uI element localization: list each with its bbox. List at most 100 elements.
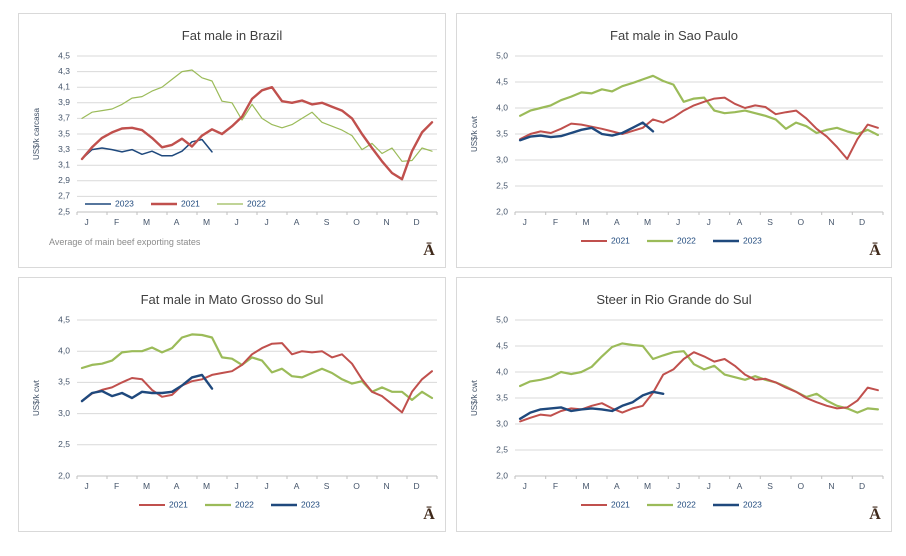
y-tick-label: 5,0 — [496, 50, 508, 60]
month-label: S — [767, 217, 773, 227]
month-label: A — [174, 481, 180, 491]
y-tick-label: 2,0 — [496, 470, 508, 480]
series-line-2021 — [519, 96, 879, 160]
month-label: O — [353, 481, 360, 491]
month-label: J — [523, 217, 527, 227]
line-chart-4: 5,0 4,5 4,0 3,5 3,0 2,5 2,0 J F M A M J J A S O N D US$/k c… — [470, 292, 884, 523]
y-tick-label: 2,5 — [58, 206, 70, 216]
y-tick-label: 4,0 — [58, 345, 70, 355]
y-tick-label: 4,0 — [496, 366, 508, 376]
series-line-2023 — [81, 138, 213, 160]
month-label: N — [384, 217, 390, 227]
y-tick-label: 4,5 — [58, 314, 70, 324]
y-tick-label: 4,5 — [496, 340, 508, 350]
y-tick-label: 3,5 — [58, 377, 70, 387]
month-label: M — [203, 481, 210, 491]
legend-label-2021: 2021 — [611, 235, 630, 245]
y-tick-label: 2,0 — [496, 206, 508, 216]
logo-glyph: Ā — [423, 241, 435, 259]
legend-label-2023: 2023 — [743, 499, 762, 509]
month-label: M — [583, 217, 590, 227]
month-label: O — [353, 217, 360, 227]
legend-label-2023: 2023 — [743, 235, 762, 245]
month-label: N — [828, 481, 834, 491]
month-label: A — [614, 217, 620, 227]
y-tick-label: 3,5 — [496, 392, 508, 402]
logo-glyph: Ā — [869, 241, 881, 259]
y-tick-label: 2,5 — [496, 180, 508, 190]
y-axis-title: US$/k cwt — [470, 115, 479, 152]
month-label: A — [294, 481, 300, 491]
chart-title: Fat male in Brazil — [182, 28, 283, 43]
legend-label-2021: 2021 — [169, 499, 188, 509]
month-label: F — [114, 217, 119, 227]
legend-label-2021: 2021 — [181, 198, 200, 208]
month-label: J — [84, 481, 88, 491]
month-label: J — [234, 217, 238, 227]
month-label: D — [414, 217, 420, 227]
chart-footnote: Average of main beef exporting states — [49, 237, 201, 247]
month-label: F — [553, 217, 558, 227]
line-chart-1: 4,5 4,3 4,1 3,9 3,7 3,5 3,3 3,1 2,9 2,7 2,5 J F M A M J J… — [32, 28, 438, 259]
month-label: D — [414, 481, 420, 491]
month-label: A — [737, 481, 743, 491]
month-label: J — [707, 481, 711, 491]
month-label: J — [264, 481, 268, 491]
chart-title: Steer in Rio Grande do Sul — [596, 292, 751, 307]
month-label: D — [859, 481, 865, 491]
series-line-2022 — [80, 333, 434, 402]
series-line-2022 — [518, 342, 879, 414]
chart-title: Fat male in Sao Paulo — [610, 28, 738, 43]
logo-glyph: Ā — [869, 505, 881, 523]
month-label: J — [707, 217, 711, 227]
month-label: M — [583, 481, 590, 491]
y-axis-title: US$/k cwt — [470, 379, 479, 416]
series-line-2021 — [81, 342, 433, 414]
month-label: A — [174, 217, 180, 227]
y-tick-label: 2,0 — [58, 470, 70, 480]
chart-panel-2: 5,0 4,5 4,0 3,5 3,0 2,5 2,0 J F M A M J J A S O N D US$/k c… — [456, 13, 892, 268]
chart-title: Fat male in Mato Grosso do Sul — [141, 292, 324, 307]
line-chart-3: 4,5 4,0 3,5 3,0 2,5 2,0 J F M A M J J A S O N D US$/k cwt F… — [32, 292, 438, 523]
month-label: N — [384, 481, 390, 491]
y-axis-title: US$/k carcasa — [32, 107, 41, 160]
month-label: A — [614, 481, 620, 491]
month-label: F — [553, 481, 558, 491]
y-tick-label: 2,5 — [58, 439, 70, 449]
y-tick-label: 3,7 — [58, 113, 70, 123]
y-tick-label: 3,1 — [58, 159, 70, 169]
y-tick-label: 2,9 — [58, 175, 70, 185]
series-line-2021 — [80, 85, 434, 181]
month-label: M — [143, 217, 150, 227]
month-label: S — [324, 481, 330, 491]
month-label: M — [644, 481, 651, 491]
month-label: J — [234, 481, 238, 491]
month-label: J — [523, 481, 527, 491]
y-tick-label: 4,0 — [496, 102, 508, 112]
series-line-2023 — [518, 390, 665, 421]
y-tick-label: 3,5 — [496, 128, 508, 138]
chart-panel-3: 4,5 4,0 3,5 3,0 2,5 2,0 J F M A M J J A S O N D US$/k cwt F… — [18, 277, 446, 532]
chart-panel-1: 4,5 4,3 4,1 3,9 3,7 3,5 3,3 3,1 2,9 2,7 2,5 J F M A M J J… — [18, 13, 446, 268]
month-label: N — [828, 217, 834, 227]
y-tick-label: 3,9 — [58, 97, 70, 107]
chart-panel-4: 5,0 4,5 4,0 3,5 3,0 2,5 2,0 J F M A M J J A S O N D US$/k c… — [456, 277, 892, 532]
month-label: M — [143, 481, 150, 491]
y-tick-label: 4,3 — [58, 66, 70, 76]
line-chart-2: 5,0 4,5 4,0 3,5 3,0 2,5 2,0 J F M A M J J A S O N D US$/k c… — [470, 28, 884, 259]
month-label: O — [797, 481, 804, 491]
legend-label-2022: 2022 — [235, 499, 254, 509]
month-label: J — [676, 481, 680, 491]
legend-label-2022: 2022 — [677, 235, 696, 245]
series-line-2022 — [81, 69, 433, 162]
y-tick-label: 2,7 — [58, 191, 70, 201]
y-tick-label: 4,5 — [496, 76, 508, 86]
y-axis-title: US$/k cwt — [32, 379, 41, 416]
legend-label-2023: 2023 — [115, 198, 134, 208]
month-label: S — [767, 481, 773, 491]
logo-glyph: Ā — [423, 505, 435, 523]
series-line-2022 — [518, 74, 879, 137]
y-tick-label: 3,5 — [58, 128, 70, 138]
month-label: O — [797, 217, 804, 227]
